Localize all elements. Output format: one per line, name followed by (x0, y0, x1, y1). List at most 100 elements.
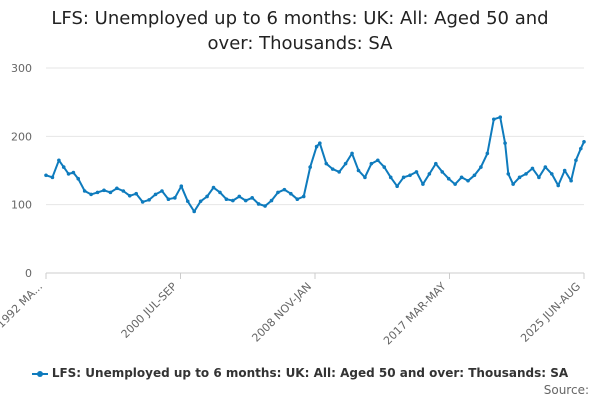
data-point[interactable] (530, 166, 535, 171)
data-point[interactable] (121, 189, 126, 193)
data-point[interactable] (472, 173, 477, 178)
data-point[interactable] (446, 176, 451, 181)
data-point[interactable] (140, 200, 145, 204)
data-point[interactable] (276, 190, 280, 195)
data-point[interactable] (350, 151, 354, 156)
data-point[interactable] (388, 175, 393, 180)
data-point[interactable] (89, 192, 93, 197)
data-point[interactable] (308, 165, 312, 169)
data-point[interactable] (147, 198, 151, 202)
data-point[interactable] (421, 182, 425, 186)
data-point[interactable] (578, 146, 583, 151)
chart-title-line-1: LFS: Unemployed up to 6 months: UK: All:… (51, 8, 549, 29)
data-point[interactable] (185, 199, 190, 204)
data-point[interactable] (466, 178, 470, 183)
y-tick-label: 0 (25, 267, 32, 280)
data-point[interactable] (459, 175, 464, 180)
data-point[interactable] (66, 172, 71, 176)
data-point[interactable] (82, 189, 87, 193)
data-point[interactable] (485, 151, 490, 156)
data-point[interactable] (369, 161, 374, 166)
data-point[interactable] (330, 167, 335, 171)
data-point[interactable] (76, 176, 81, 181)
data-point[interactable] (250, 196, 254, 200)
x-tick-label: 1992 MA... (0, 280, 45, 331)
data-point[interactable] (295, 197, 300, 201)
series-line (45, 116, 585, 213)
data-point[interactable] (556, 183, 561, 188)
data-point[interactable] (506, 172, 511, 176)
data-point[interactable] (382, 165, 387, 169)
data-point[interactable] (198, 199, 203, 204)
data-point[interactable] (173, 196, 177, 200)
chart-title-line-2: over: Thousands: SA (207, 33, 393, 54)
data-point[interactable] (537, 175, 541, 180)
data-point[interactable] (453, 182, 457, 186)
data-point[interactable] (562, 168, 567, 173)
data-point[interactable] (440, 170, 445, 174)
data-point[interactable] (395, 184, 399, 189)
data-point[interactable] (61, 165, 66, 169)
data-point[interactable] (179, 184, 184, 189)
data-point[interactable] (256, 202, 261, 206)
data-point[interactable] (269, 198, 274, 203)
data-point[interactable] (44, 173, 48, 178)
data-point[interactable] (479, 165, 483, 169)
data-point[interactable] (549, 172, 554, 176)
data-point[interactable] (211, 185, 216, 190)
data-point[interactable] (115, 186, 119, 191)
data-point[interactable] (324, 161, 329, 166)
data-point[interactable] (231, 198, 235, 203)
data-point[interactable] (503, 141, 507, 145)
data-point[interactable] (356, 168, 361, 173)
data-point[interactable] (414, 170, 419, 174)
data-point[interactable] (282, 187, 287, 192)
data-point[interactable] (71, 170, 76, 175)
data-point[interactable] (427, 172, 432, 176)
data-point[interactable] (243, 198, 248, 203)
y-tick-label: 300 (11, 62, 32, 75)
data-point[interactable] (153, 192, 158, 197)
x-tick-label: 2017 MAR-MAY (381, 280, 449, 348)
data-point[interactable] (318, 141, 322, 145)
data-point[interactable] (192, 209, 196, 214)
gridlines (46, 67, 584, 274)
data-point[interactable] (543, 165, 548, 169)
data-point[interactable] (205, 194, 209, 199)
data-point[interactable] (127, 193, 132, 198)
data-point[interactable] (237, 194, 242, 199)
data-point[interactable] (50, 175, 55, 180)
data-point[interactable] (498, 115, 503, 119)
data-point[interactable] (363, 175, 367, 180)
legend-series-marker (31, 368, 48, 380)
data-point[interactable] (301, 194, 306, 199)
legend[interactable]: LFS: Unemployed up to 6 months: UK: All:… (0, 366, 600, 380)
data-point[interactable] (218, 190, 222, 195)
data-point[interactable] (401, 175, 406, 180)
data-point[interactable] (408, 173, 412, 178)
data-point[interactable] (517, 175, 522, 180)
data-point[interactable] (314, 144, 319, 149)
data-point[interactable] (166, 197, 171, 201)
data-point[interactable] (524, 172, 528, 176)
x-tick-label: 2025 JUN-AUG (518, 280, 583, 345)
data-point[interactable] (95, 190, 100, 195)
data-point[interactable] (57, 158, 61, 163)
data-point[interactable] (511, 182, 515, 186)
data-point[interactable] (289, 191, 293, 196)
data-point[interactable] (160, 189, 164, 193)
data-point[interactable] (224, 197, 229, 201)
data-point[interactable] (263, 204, 267, 208)
data-point[interactable] (102, 188, 106, 193)
source-label[interactable]: Source: (543, 383, 589, 397)
data-point[interactable] (108, 190, 113, 195)
data-point[interactable] (343, 161, 348, 166)
data-point[interactable] (582, 140, 586, 144)
data-point[interactable] (376, 158, 380, 163)
data-point[interactable] (569, 178, 573, 183)
data-point[interactable] (337, 170, 341, 174)
data-point[interactable] (574, 158, 578, 163)
data-point[interactable] (134, 191, 139, 196)
data-point[interactable] (491, 117, 496, 122)
data-point[interactable] (434, 161, 438, 166)
